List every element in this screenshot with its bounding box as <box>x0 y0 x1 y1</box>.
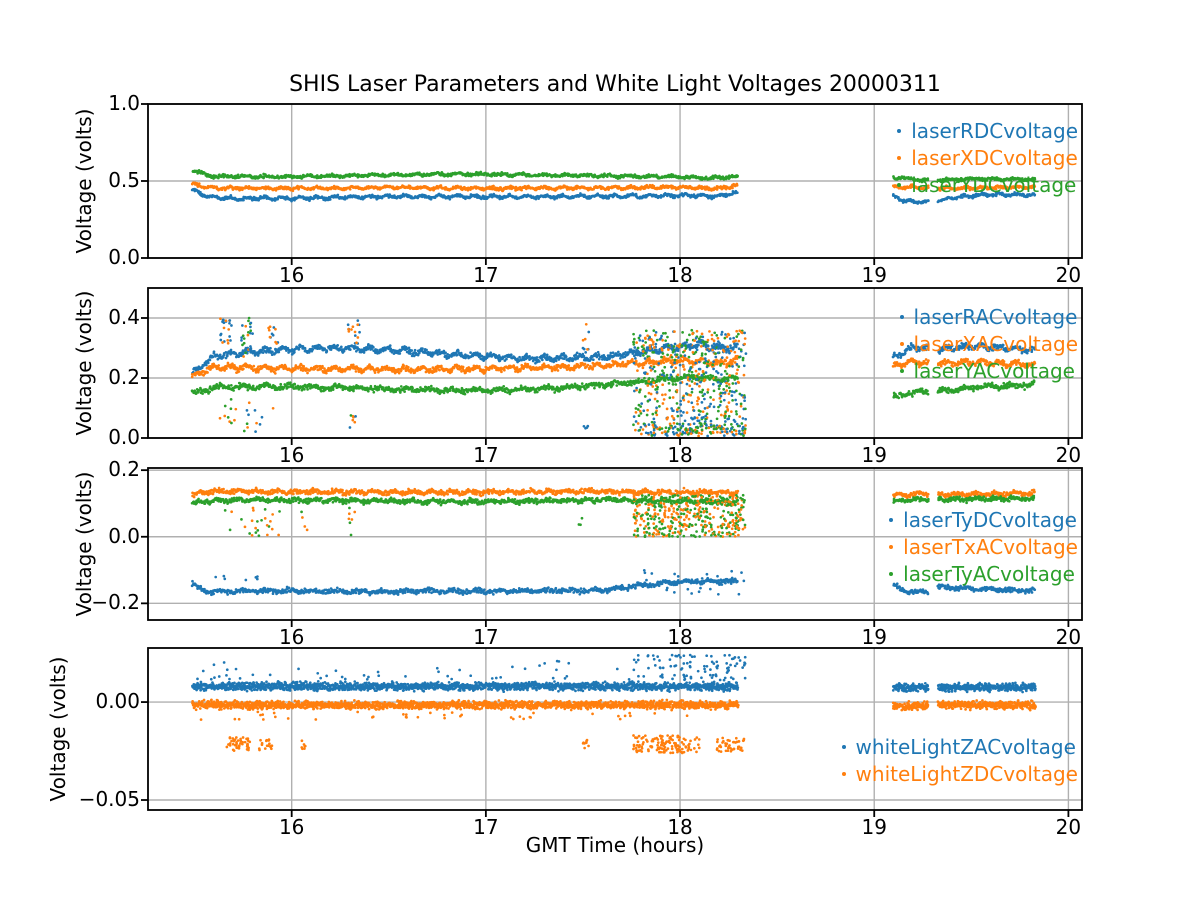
x-tick-label: 19 <box>861 625 887 649</box>
x-tick-label: 16 <box>278 625 305 649</box>
chart-title: SHIS Laser Parameters and White Light Vo… <box>289 72 941 97</box>
x-tick-label: 16 <box>278 815 305 839</box>
legend-entry: laserYDCvoltage <box>887 171 1078 198</box>
legend-entry: laserXACvoltage <box>890 330 1078 357</box>
x-tick-label: 19 <box>861 263 887 287</box>
legend-entry: laserTyDCvoltage <box>879 506 1078 533</box>
legend-entry: whiteLightZDCvoltage <box>832 760 1078 787</box>
legend-marker-dot <box>890 314 914 319</box>
x-tick-label: 20 <box>1055 625 1082 649</box>
y-tick-label: 0.2 <box>108 365 140 389</box>
y-tick-label: 0.5 <box>108 168 140 192</box>
x-tick-label: 17 <box>473 443 499 467</box>
y-tick-label: 0.0 <box>108 523 140 548</box>
x-tick-label: 17 <box>473 815 499 839</box>
y-tick-label: 0.0 <box>108 425 140 449</box>
legend-entry: laserRACvoltage <box>890 303 1078 330</box>
y-axis-label-subplot-1: Voltage (volts) <box>72 108 96 254</box>
legend-subplot-4: whiteLightZACvoltage whiteLightZDCvoltage <box>832 733 1078 787</box>
legend-marker-dot <box>832 744 856 749</box>
legend-label: laserTyACvoltage <box>903 561 1075 586</box>
legend-marker-dot <box>879 517 903 522</box>
x-tick-label: 17 <box>473 625 499 649</box>
legend-marker-dot <box>879 571 903 576</box>
y-tick-label: 0.2 <box>108 457 140 482</box>
x-tick-label: 18 <box>667 443 693 467</box>
x-tick-label: 18 <box>667 263 693 287</box>
legend-marker-dot <box>887 128 911 133</box>
legend-entry: laserRDCvoltage <box>887 117 1078 144</box>
y-tick-label: 0.00 <box>95 689 140 714</box>
legend-label: laserTxACvoltage <box>903 534 1078 559</box>
legend-entry: laserXDCvoltage <box>887 144 1078 171</box>
x-tick-label: 20 <box>1055 263 1082 287</box>
legend-entry: laserTyACvoltage <box>879 560 1078 587</box>
legend-label: laserXDCvoltage <box>911 145 1078 170</box>
x-axis-label: GMT Time (hours) <box>525 833 705 857</box>
y-tick-label: 1.0 <box>108 91 140 115</box>
legend-marker-dot <box>879 544 903 549</box>
x-tick-label: 19 <box>861 443 887 467</box>
y-tick-label: 0.4 <box>108 305 140 329</box>
legend-label: laserRDCvoltage <box>911 118 1078 143</box>
y-tick-label: −0.05 <box>78 787 140 811</box>
x-tick-label: 17 <box>473 263 499 287</box>
legend-label: laserXACvoltage <box>913 331 1078 356</box>
legend-entry: laserTxACvoltage <box>879 533 1078 560</box>
legend-label: whiteLightZACvoltage <box>855 734 1076 759</box>
legend-subplot-1: laserRDCvoltage laserXDCvoltage laserYDCvo… <box>887 117 1078 198</box>
x-tick-label: 18 <box>667 815 693 839</box>
legend-entry: laserYACvoltage <box>890 357 1078 384</box>
legend-label: laserTyDCvoltage <box>903 507 1077 532</box>
legend-marker-dot <box>832 771 856 776</box>
legend-label: whiteLightZDCvoltage <box>855 761 1078 786</box>
y-tick-label: −0.2 <box>91 590 140 615</box>
legend-marker-dot <box>890 368 914 373</box>
x-tick-label: 18 <box>667 625 693 649</box>
legend-subplot-2: laserRACvoltage laserXACvoltage laserYACvo… <box>890 303 1078 384</box>
y-axis-label-subplot-4: Voltage (volts) <box>46 656 70 802</box>
x-tick-label: 20 <box>1055 443 1082 467</box>
legend-label: laserYDCvoltage <box>911 172 1077 197</box>
y-tick-label: 0.0 <box>108 245 140 269</box>
x-tick-label: 20 <box>1055 815 1082 839</box>
legend-label: laserRACvoltage <box>913 304 1078 329</box>
legend-marker-dot <box>890 341 914 346</box>
x-tick-label: 19 <box>861 815 887 839</box>
legend-entry: whiteLightZACvoltage <box>832 733 1078 760</box>
legend-marker-dot <box>887 182 911 187</box>
x-tick-label: 16 <box>278 443 305 467</box>
legend-label: laserYACvoltage <box>913 358 1075 383</box>
x-tick-label: 16 <box>278 263 305 287</box>
y-axis-label-subplot-2: Voltage (volts) <box>72 290 96 436</box>
legend-marker-dot <box>887 155 911 160</box>
legend-subplot-3: laserTyDCvoltage laserTxACvoltage laserTyA… <box>879 506 1078 587</box>
